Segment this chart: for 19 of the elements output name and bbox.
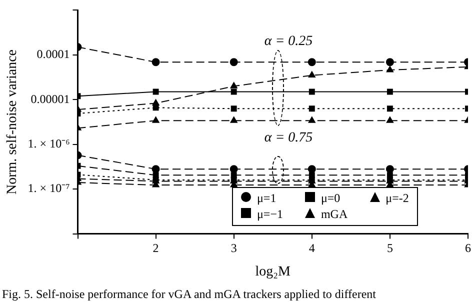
legend-label: μ=-2 <box>386 190 409 205</box>
y-tick-label: 1. × 10⁻⁷ <box>28 181 70 196</box>
annotation: α = 0.25 <box>264 34 313 50</box>
x-tick-label: 6 <box>465 241 471 256</box>
y-axis-title: Norm. self-noise variance <box>5 50 20 194</box>
legend-label: mGA <box>320 206 348 221</box>
y-tick-label: 0.00001 <box>30 92 70 106</box>
y-tick-label: 0.0001 <box>36 47 70 62</box>
legend-label: μ=0 <box>320 190 340 205</box>
legend-label: μ=−1 <box>257 206 283 221</box>
annotation: α = 0.75 <box>264 130 313 146</box>
caption: Fig. 5. Self-noise performance for vGA and mGA trackers applied to different <box>2 287 376 302</box>
y-tick-label: 1. × 10⁻⁶ <box>28 136 70 151</box>
legend-label: μ=1 <box>257 190 276 205</box>
x-tick-label: 4 <box>308 241 315 256</box>
x-tick-label: 3 <box>230 241 237 256</box>
x-axis-title: log₂M <box>255 264 292 280</box>
x-tick-label: 2 <box>152 241 159 256</box>
x-tick-label: 5 <box>386 241 393 256</box>
